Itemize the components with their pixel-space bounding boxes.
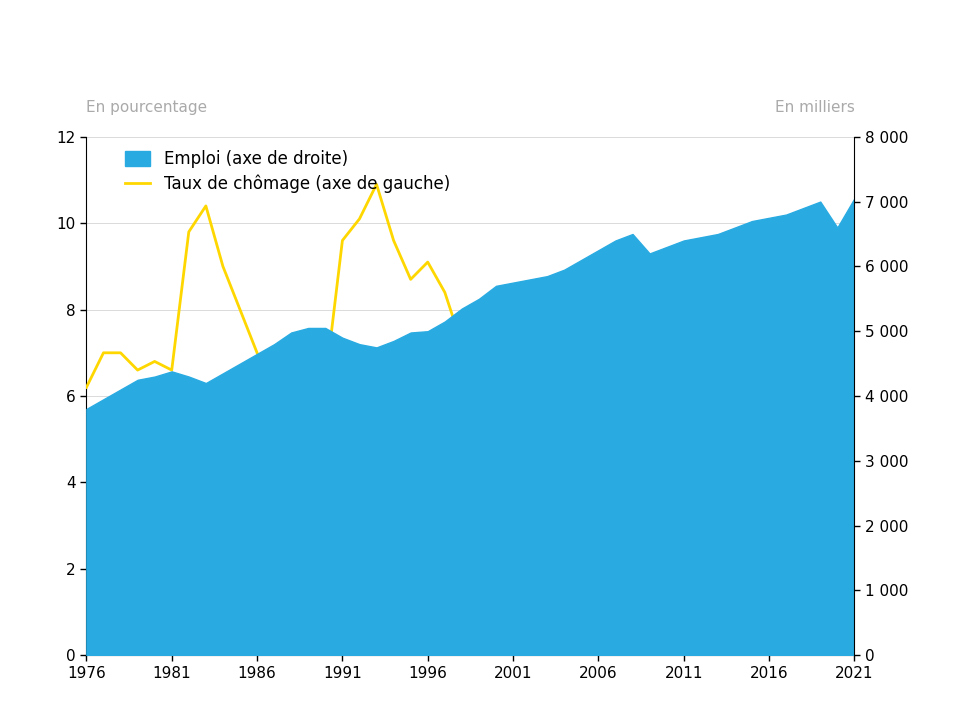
Text: En pourcentage: En pourcentage: [86, 100, 207, 115]
Text: En milliers: En milliers: [775, 100, 854, 115]
Legend: Emploi (axe de droite), Taux de chômage (axe de gauche): Emploi (axe de droite), Taux de chômage …: [126, 150, 450, 194]
